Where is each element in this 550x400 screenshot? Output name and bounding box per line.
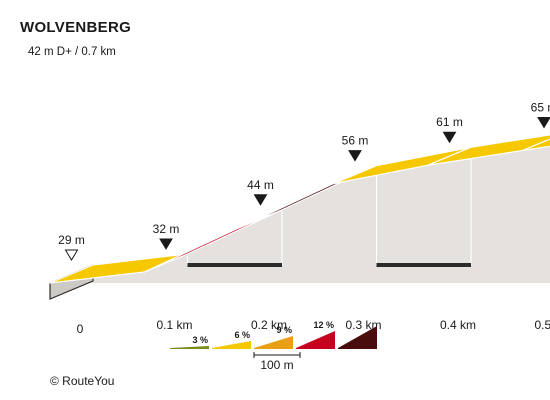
legend-swatch — [170, 346, 209, 349]
profile-side-wall — [93, 134, 550, 265]
profile-grade-segments — [49, 134, 550, 284]
profile-base-front — [50, 283, 550, 299]
chart-title: WOLVENBERG — [20, 19, 132, 36]
elevation-marker — [159, 238, 173, 250]
x-axis-tick-labels: 00.1 km0.2 km0.3 km0.4 km0.5 km0.6 km — [77, 318, 550, 336]
legend-swatch — [254, 336, 293, 349]
grade-legend: 3 % 6 % 9 % 12 % 100 m — [170, 320, 377, 372]
legend-swatch — [296, 331, 335, 349]
elevation-marker — [253, 194, 268, 206]
elevation-marker — [537, 117, 550, 129]
x-tick-label: 0.1 km — [156, 318, 192, 332]
routeyou-credit: © RouteYou — [50, 374, 115, 388]
grade-segment — [521, 138, 550, 152]
legend-label: 9 % — [276, 325, 292, 335]
chart-subtitle: 42 m D+ / 0.7 km — [28, 46, 116, 58]
profile-base-floor — [50, 265, 550, 283]
legend-label: 3 % — [192, 335, 208, 345]
legend-label: 12 % — [313, 320, 334, 330]
x-tick-label: 0.2 km — [251, 318, 287, 332]
elevation-label: 61 m — [436, 115, 463, 129]
legend-label: 6 % — [234, 330, 250, 340]
x-tick-label: 0.4 km — [440, 318, 476, 332]
elevation-marker — [442, 131, 457, 144]
x-tick-label: 0 — [77, 322, 84, 336]
profile-side-faces — [93, 134, 550, 265]
x-tick-label: 0.3 km — [345, 318, 381, 332]
profile-base — [49, 263, 550, 300]
elevation-label: 32 m — [153, 222, 180, 236]
scale-bar-label: 100 m — [260, 358, 293, 372]
grade-segment — [427, 134, 550, 166]
legend-swatch — [212, 341, 251, 349]
elevation-label: 65 m — [531, 101, 550, 115]
elevation-marker — [64, 249, 79, 261]
elevation-label: 44 m — [247, 178, 274, 192]
legend-swatch — [338, 326, 377, 349]
x-tick-label: 0.5 km — [534, 318, 550, 332]
elevation-label: 29 m — [58, 233, 85, 247]
elevation-markers: 29 m32 m44 m56 m61 m65 m69 m71 m — [58, 101, 550, 261]
elevation-marker — [348, 150, 362, 162]
elevation-label: 56 m — [342, 134, 369, 148]
